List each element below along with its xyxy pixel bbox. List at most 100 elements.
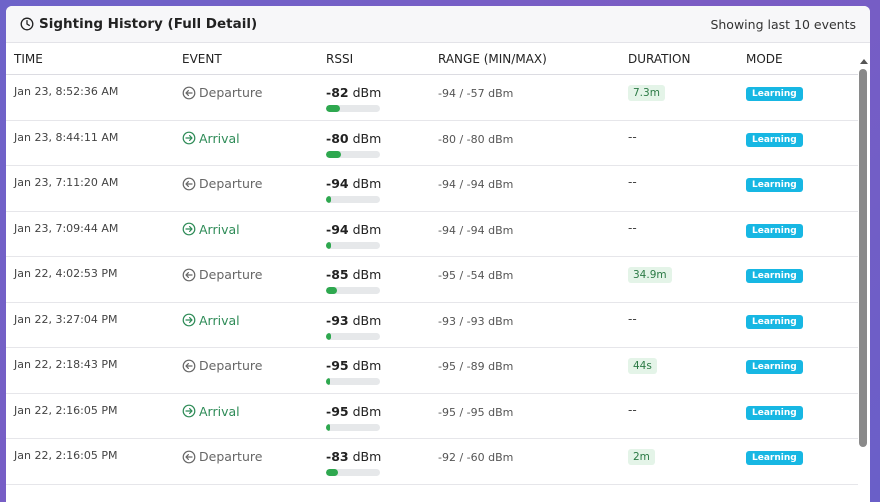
vertical-scrollbar[interactable] xyxy=(859,55,868,502)
departure-icon xyxy=(182,359,196,372)
cell-range: -92 / -60 dBm xyxy=(438,439,628,484)
rssi-strength-bar xyxy=(326,287,380,294)
cell-mode: Learning xyxy=(746,394,846,439)
rssi-strength-bar xyxy=(326,469,380,476)
header-time[interactable]: TIME xyxy=(14,51,43,66)
rssi-number: -93 xyxy=(326,312,349,328)
cell-duration: 7.3m xyxy=(628,75,746,120)
cell-event: Departure xyxy=(182,257,326,302)
rssi-unit: dBm xyxy=(352,176,382,191)
table-row[interactable]: Jan 22, 3:27:04 PM Arrival -93 dBm -93 / -9… xyxy=(6,303,858,348)
event-label: Departure xyxy=(199,176,263,191)
duration-empty: -- xyxy=(628,220,637,235)
cell-range: -95 / -95 dBm xyxy=(438,394,628,439)
event-time: Jan 22, 4:02:53 PM xyxy=(14,267,118,280)
header-rssi[interactable]: RSSI xyxy=(326,51,354,66)
table-row[interactable]: Jan 23, 7:09:44 AM Arrival -94 dBm -94 / -9… xyxy=(6,212,858,257)
cell-mode: Learning xyxy=(746,303,846,348)
rssi-number: -95 xyxy=(326,358,349,373)
rssi-number: -95 xyxy=(326,403,349,419)
title-wrap: Sighting History (Full Detail) xyxy=(20,16,257,32)
sighting-history-card: Sighting History (Full Detail) Showing l… xyxy=(6,6,870,502)
rssi-strength-bar xyxy=(326,423,380,431)
event-type: Departure xyxy=(182,176,262,191)
duration-empty: -- xyxy=(628,311,637,326)
event-label: Arrival xyxy=(199,403,240,419)
header-event[interactable]: EVENT xyxy=(182,51,222,66)
duration-empty: -- xyxy=(628,129,637,144)
rssi-range: -93 / -93 dBm xyxy=(438,314,514,328)
rssi-strength-fill xyxy=(326,287,338,294)
header-range[interactable]: RANGE (MIN/MAX) xyxy=(438,51,547,66)
table-row[interactable]: Jan 22, 2:16:05 PM Arrival -95 dBm -95 / -9… xyxy=(6,394,858,439)
rssi-value: -94 dBm xyxy=(326,222,381,237)
duration-badge: 2m xyxy=(628,449,655,465)
rssi-unit: dBm xyxy=(352,358,382,373)
history-table: TIME EVENT RSSI RANGE (MIN/MAX) DURATION… xyxy=(6,43,858,502)
cell-rssi: -82 dBm xyxy=(326,75,438,120)
cell-range: -95 / -54 dBm xyxy=(438,257,628,302)
table-row[interactable]: Jan 22, 2:18:43 PM Departure -95 dBm -95 / … xyxy=(6,348,858,394)
departure-icon xyxy=(182,86,196,99)
cell-event: Departure xyxy=(182,166,326,211)
event-label: Arrival xyxy=(199,130,240,146)
rssi-number: -94 xyxy=(326,221,349,237)
event-time: Jan 22, 2:16:05 PM xyxy=(14,449,118,462)
rssi-value: -83 dBm xyxy=(326,449,381,464)
event-label: Departure xyxy=(199,85,263,100)
scroll-thumb[interactable] xyxy=(859,69,867,447)
table-row[interactable]: Jan 23, 8:52:36 AM Departure -82 dBm -94 / … xyxy=(6,75,858,121)
rssi-number: -83 xyxy=(326,449,349,464)
rssi-unit: dBm xyxy=(352,403,382,419)
cell-range: -95 / -89 dBm xyxy=(438,348,628,393)
event-time: Jan 22, 2:18:43 PM xyxy=(14,358,118,371)
event-label: Departure xyxy=(199,449,263,464)
mode-badge: Learning xyxy=(746,132,803,147)
table-row[interactable]: Jan 23, 8:44:11 AM Arrival -80 dBm -80 / -8… xyxy=(6,121,858,166)
table-row[interactable]: Jan 23, 7:11:20 AM Departure -94 dBm -94 / … xyxy=(6,166,858,212)
rssi-strength-fill xyxy=(326,241,331,249)
duration-badge: 34.9m xyxy=(628,267,672,283)
cell-event: Departure xyxy=(182,439,326,484)
table-body: Jan 23, 8:52:36 AM Departure -82 dBm -94 / … xyxy=(6,75,858,485)
departure-icon xyxy=(182,177,196,190)
rssi-strength-fill xyxy=(326,332,332,340)
event-type: Departure xyxy=(182,85,262,100)
mode-badge: Learning xyxy=(746,360,803,374)
arrival-icon xyxy=(182,222,196,236)
cell-mode: Learning xyxy=(746,212,846,257)
table-row[interactable]: Jan 22, 4:02:53 PM Departure -85 dBm -95 / … xyxy=(6,257,858,303)
cell-duration: -- xyxy=(628,212,746,257)
rssi-range: -95 / -54 dBm xyxy=(438,269,514,282)
cell-mode: Learning xyxy=(746,439,846,484)
clock-icon xyxy=(20,17,34,31)
rssi-range: -94 / -57 dBm xyxy=(438,87,514,100)
rssi-value: -95 dBm xyxy=(326,404,381,419)
rssi-unit: dBm xyxy=(352,449,382,464)
header-mode[interactable]: MODE xyxy=(746,51,783,66)
rssi-range: -80 / -80 dBm xyxy=(438,132,514,146)
event-label: Departure xyxy=(199,267,263,282)
event-type: Arrival xyxy=(182,404,240,419)
rssi-unit: dBm xyxy=(352,312,382,328)
cell-mode: Learning xyxy=(746,121,846,166)
table-row[interactable]: Jan 22, 2:16:05 PM Departure -83 dBm -92 / … xyxy=(6,439,858,485)
cell-duration: 44s xyxy=(628,348,746,393)
rssi-strength-fill xyxy=(326,423,330,431)
duration-badge: 44s xyxy=(628,358,657,374)
header-duration[interactable]: DURATION xyxy=(628,51,691,66)
event-type: Arrival xyxy=(182,131,240,146)
rssi-unit: dBm xyxy=(352,221,382,237)
mode-badge: Learning xyxy=(746,178,803,192)
rssi-range: -94 / -94 dBm xyxy=(438,223,514,237)
cell-time: Jan 22, 3:27:04 PM xyxy=(6,303,182,348)
cell-rssi: -83 dBm xyxy=(326,439,438,484)
cell-time: Jan 22, 4:02:53 PM xyxy=(6,257,182,302)
rssi-strength-bar xyxy=(326,378,380,385)
cell-event: Arrival xyxy=(182,212,326,257)
rssi-strength-bar xyxy=(326,150,380,158)
scroll-up-arrow-icon[interactable] xyxy=(860,59,868,64)
rssi-strength-bar xyxy=(326,332,380,340)
cell-range: -94 / -94 dBm xyxy=(438,166,628,211)
cell-mode: Learning xyxy=(746,75,846,120)
